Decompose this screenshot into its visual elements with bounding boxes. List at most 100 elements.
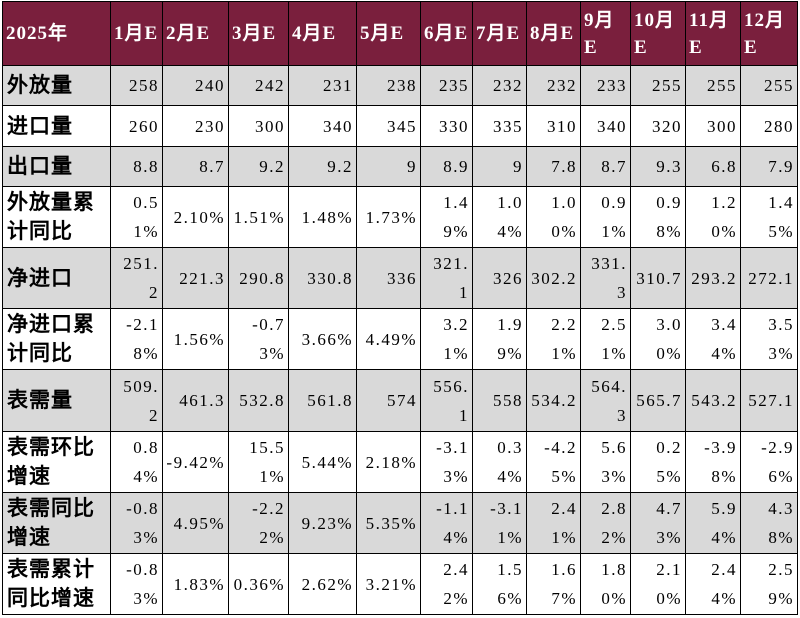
cell-r8-c8-text: -4.25% <box>544 438 577 486</box>
cell-r8-c3: 15.51% <box>229 432 289 493</box>
cell-r7-c6: 556.1 <box>421 370 473 432</box>
cell-r9-c12-text: 4.38% <box>768 499 794 547</box>
cell-r5-c2-text: 221.3 <box>179 268 225 288</box>
cell-r3-c5-text: 9 <box>407 157 417 176</box>
cell-r3-c10-text: 9.3 <box>656 157 682 176</box>
cell-r4-c6: 1.49% <box>421 187 473 248</box>
header-month-5: 5月E <box>357 2 421 66</box>
row-label-5-text: 净进口 <box>7 265 73 290</box>
cell-r1-c8: 232 <box>527 66 581 106</box>
cell-r4-c5: 1.73% <box>357 187 421 248</box>
cell-r10-c11: 2.44% <box>686 554 741 615</box>
header-month-9-text: 9月E <box>584 9 615 58</box>
cell-r9-c6-text: -1.14% <box>436 499 469 547</box>
cell-r8-c9: 5.63% <box>581 432 631 493</box>
cell-r5-c9: 331.3 <box>581 248 631 309</box>
cell-r9-c10-text: 4.73% <box>656 499 682 547</box>
cell-r10-c10: 2.10% <box>631 554 686 615</box>
cell-r6-c4: 3.66% <box>289 309 357 370</box>
cell-r3-c6-text: 8.9 <box>443 157 469 176</box>
cell-r10-c6: 2.42% <box>421 554 473 615</box>
cell-r10-c10-text: 2.10% <box>656 560 682 608</box>
row-label-2-text: 进口量 <box>7 113 73 138</box>
cell-r6-c11: 3.44% <box>686 309 741 370</box>
header-month-3: 3月E <box>229 2 289 66</box>
cell-r8-c12: -2.96% <box>741 432 798 493</box>
cell-r5-c10-text: 310.7 <box>636 268 682 288</box>
cell-r4-c8-text: 1.00% <box>551 193 577 241</box>
header-month-12-text: 12月E <box>744 9 786 58</box>
cell-r1-c11-text: 255 <box>707 76 737 95</box>
cell-r1-c4-text: 231 <box>323 76 353 95</box>
cell-r1-c11: 255 <box>686 66 741 106</box>
cell-r6-c1: -2.18% <box>111 309 163 370</box>
row-label-6: 净进口累计同比 <box>3 309 111 370</box>
cell-r7-c10-text: 565.7 <box>636 391 682 410</box>
header-month-9: 9月E <box>581 2 631 66</box>
header-month-5-text: 5月E <box>360 23 405 44</box>
cell-r9-c8-text: 2.41% <box>551 499 577 547</box>
cell-r5-c8-text: 302.2 <box>531 268 577 288</box>
cell-r1-c10-text: 255 <box>652 76 682 95</box>
cell-r2-c3-text: 300 <box>255 116 285 136</box>
cell-r4-c12-text: 1.45% <box>768 193 794 241</box>
cell-r5-c3: 290.8 <box>229 248 289 309</box>
cell-r9-c10: 4.73% <box>631 493 686 554</box>
cell-r4-c9-text: 0.91% <box>601 193 627 241</box>
cell-r6-c7-text: 1.99% <box>497 315 523 363</box>
header-corner-text: 2025年 <box>6 23 69 44</box>
cell-r7-c4: 561.8 <box>289 370 357 432</box>
header-month-10: 10月E <box>631 2 686 66</box>
cell-r6-c12: 3.53% <box>741 309 798 370</box>
cell-r3-c9-text: 8.7 <box>601 157 627 176</box>
cell-r7-c1-text: 509.2 <box>123 376 159 425</box>
cell-r7-c12-text: 527.1 <box>748 391 794 410</box>
cell-r2-c3: 300 <box>229 106 289 147</box>
cell-r3-c7: 9 <box>473 147 527 187</box>
cell-r3-c6: 8.9 <box>421 147 473 187</box>
cell-r4-c6-text: 1.49% <box>443 193 469 241</box>
cell-r8-c5-text: 2.18% <box>365 452 417 472</box>
cell-r3-c1: 8.8 <box>111 147 163 187</box>
row-label-7: 表需量 <box>3 370 111 432</box>
header-month-4-text: 4月E <box>292 23 337 44</box>
cell-r7-c5-text: 574 <box>387 391 417 410</box>
header-month-6: 6月E <box>421 2 473 66</box>
cell-r9-c6: -1.14% <box>421 493 473 554</box>
cell-r8-c7: 0.34% <box>473 432 527 493</box>
cell-r6-c5: 4.49% <box>357 309 421 370</box>
header-month-1-text: 1月E <box>114 23 159 44</box>
cell-r6-c9: 2.51% <box>581 309 631 370</box>
row-label-6-text: 净进口累计同比 <box>7 312 95 365</box>
cell-r5-c1: 251.2 <box>111 248 163 309</box>
cell-r10-c5-text: 3.21% <box>365 574 417 594</box>
cell-r4-c8: 1.00% <box>527 187 581 248</box>
cell-r3-c4: 9.2 <box>289 147 357 187</box>
cell-r10-c3-text: 0.36% <box>233 574 285 594</box>
cell-r10-c4: 2.62% <box>289 554 357 615</box>
cell-r1-c6-text: 235 <box>439 76 469 95</box>
cell-r8-c5: 2.18% <box>357 432 421 493</box>
cell-r3-c10: 9.3 <box>631 147 686 187</box>
cell-r8-c10: 0.25% <box>631 432 686 493</box>
cell-r3-c11: 6.8 <box>686 147 741 187</box>
row-label-10-text: 表需累计同比增速 <box>7 557 95 610</box>
cell-r5-c11-text: 293.2 <box>691 268 737 288</box>
cell-r6-c2: 1.56% <box>163 309 229 370</box>
cell-r1-c5-text: 238 <box>387 76 417 95</box>
cell-r5-c7: 326 <box>473 248 527 309</box>
cell-r6-c6-text: 3.21% <box>443 315 469 363</box>
cell-r1-c7-text: 232 <box>493 76 523 95</box>
cell-r8-c2: -9.42% <box>163 432 229 493</box>
cell-r2-c10: 320 <box>631 106 686 147</box>
cell-r7-c8: 534.2 <box>527 370 581 432</box>
cell-r9-c1: -0.83% <box>111 493 163 554</box>
cell-r1-c12-text: 255 <box>764 76 794 95</box>
cell-r9-c11-text: 5.94% <box>711 499 737 547</box>
cell-r9-c9: 2.82% <box>581 493 631 554</box>
cell-r10-c12-text: 2.59% <box>768 560 794 608</box>
cell-r7-c9-text: 564.3 <box>591 376 627 425</box>
cell-r2-c7: 335 <box>473 106 527 147</box>
cell-r2-c11-text: 300 <box>707 116 737 136</box>
cell-r10-c7-text: 1.56% <box>497 560 523 608</box>
